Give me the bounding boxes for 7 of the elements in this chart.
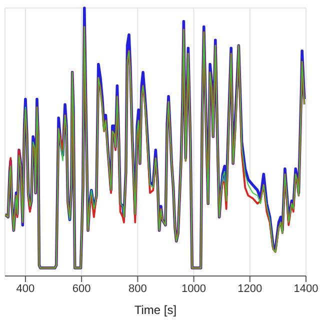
- x-tick-label: 1400: [294, 282, 318, 295]
- x-tick-label: 1200: [238, 282, 262, 295]
- x-tick-label: 400: [16, 282, 35, 295]
- x-tick-label: 600: [72, 282, 91, 295]
- x-axis-title: Time [s]: [134, 303, 177, 317]
- x-tick-label: 1000: [182, 282, 206, 295]
- x-tick-label: 800: [128, 282, 147, 295]
